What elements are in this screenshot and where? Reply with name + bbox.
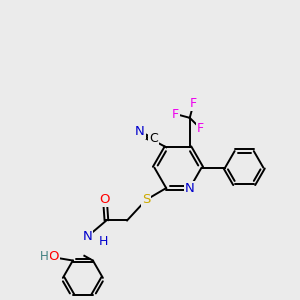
Text: N: N [135, 124, 145, 138]
Text: O: O [48, 250, 59, 263]
Text: N: N [185, 182, 195, 195]
Text: F: F [172, 107, 179, 121]
Text: O: O [100, 193, 110, 206]
Text: F: F [190, 97, 197, 110]
Text: H: H [99, 235, 108, 248]
Text: C: C [149, 132, 158, 145]
Text: N: N [82, 230, 92, 243]
Text: S: S [142, 193, 150, 206]
Text: H: H [40, 250, 49, 263]
Text: F: F [196, 122, 204, 135]
